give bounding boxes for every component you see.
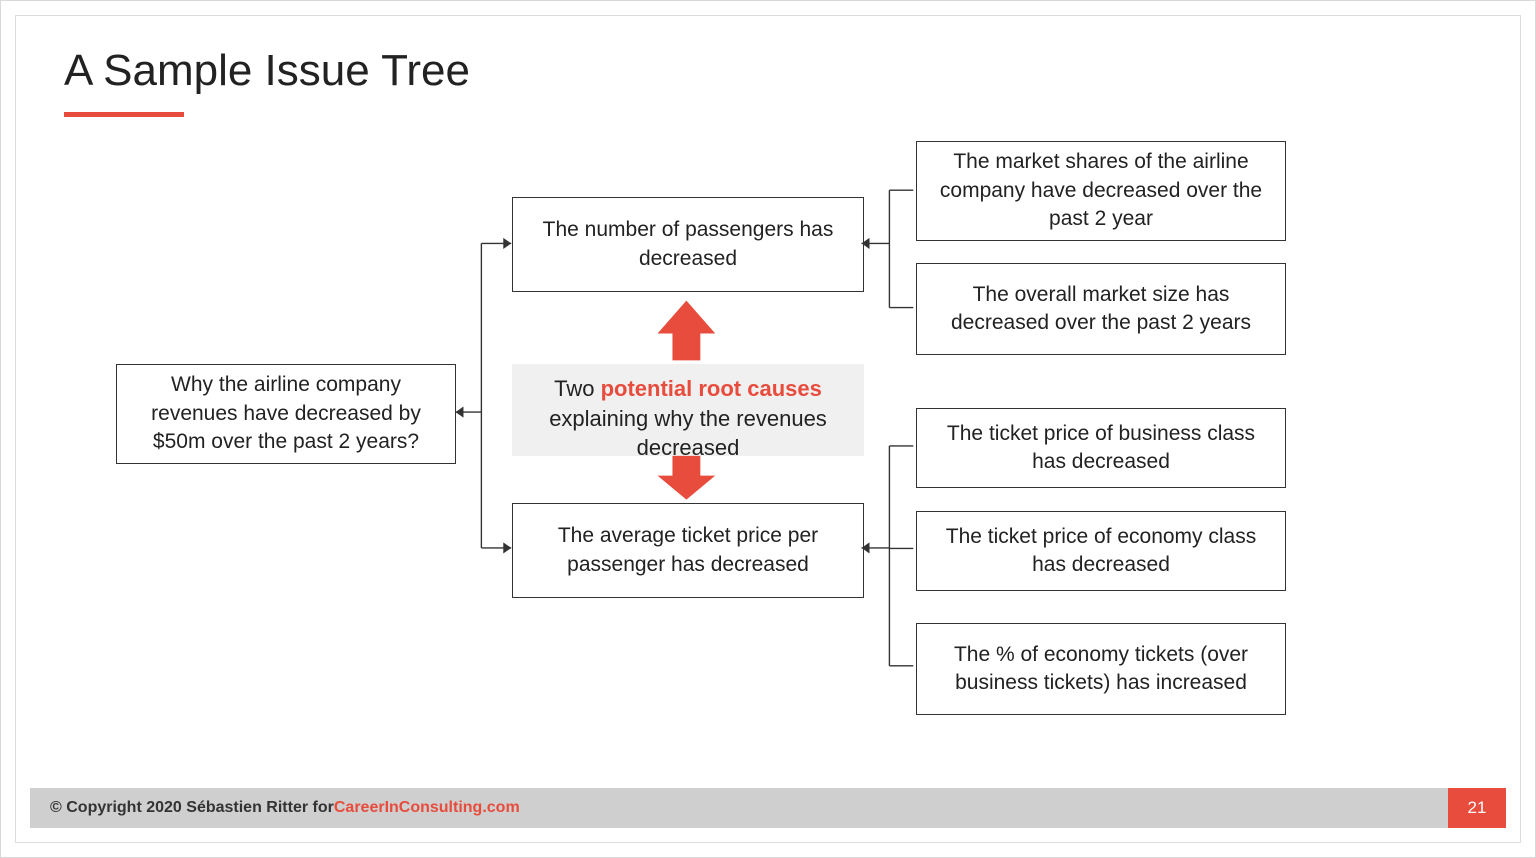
tree-level3-node: The market shares of the airline company… bbox=[916, 141, 1286, 241]
title-underline bbox=[64, 112, 184, 117]
slide: A Sample Issue Tree Why the airline comp… bbox=[0, 0, 1536, 858]
tree-level2-text: The number of passengers has decreased bbox=[527, 216, 849, 273]
tree-level3-text: The market shares of the airline company… bbox=[931, 148, 1271, 233]
tree-level3-text: The ticket price of business class has d… bbox=[931, 420, 1271, 477]
tree-level3-node: The overall market size has decreased ov… bbox=[916, 263, 1286, 355]
tree-level3-node: The % of economy tickets (over business … bbox=[916, 623, 1286, 715]
slide-title: A Sample Issue Tree bbox=[64, 46, 470, 96]
footer-bar: © Copyright 2020 Sébastien Ritter for Ca… bbox=[30, 788, 1506, 828]
tree-level3-text: The % of economy tickets (over business … bbox=[931, 641, 1271, 698]
tree-level3-node: The ticket price of business class has d… bbox=[916, 408, 1286, 488]
center-prefix: Two bbox=[554, 376, 600, 401]
page-number: 21 bbox=[1468, 798, 1487, 818]
tree-level3-node: The ticket price of economy class has de… bbox=[916, 511, 1286, 591]
center-highlight: potential root causes bbox=[601, 376, 822, 401]
copyright-text: © Copyright 2020 Sébastien Ritter for bbox=[50, 799, 334, 817]
tree-root-node: Why the airline company revenues have de… bbox=[116, 364, 456, 464]
tree-root-text: Why the airline company revenues have de… bbox=[131, 371, 441, 456]
tree-level2-node: The average ticket price per passenger h… bbox=[512, 503, 864, 598]
tree-level2-node: The number of passengers has decreased bbox=[512, 197, 864, 292]
tree-level2-text: The average ticket price per passenger h… bbox=[527, 522, 849, 579]
tree-level3-text: The overall market size has decreased ov… bbox=[931, 281, 1271, 338]
center-suffix: explaining why the revenues decreased bbox=[549, 406, 827, 461]
center-callout: Two potential root causes explaining why… bbox=[512, 364, 864, 456]
page-number-badge: 21 bbox=[1448, 788, 1506, 828]
tree-level3-text: The ticket price of economy class has de… bbox=[931, 523, 1271, 580]
slide-inner: A Sample Issue Tree Why the airline comp… bbox=[15, 15, 1521, 843]
brand-link: CareerInConsulting.com bbox=[334, 799, 520, 817]
